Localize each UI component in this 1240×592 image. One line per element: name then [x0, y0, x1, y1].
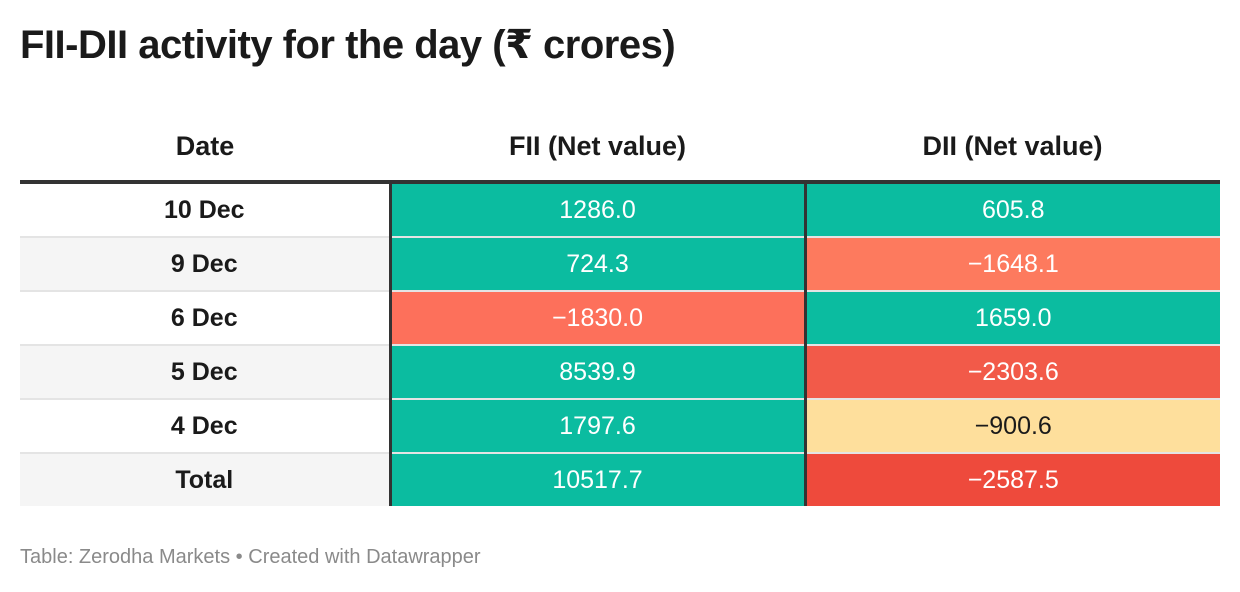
page-title: FII-DII activity for the day (₹ crores) [20, 23, 676, 67]
table-row: 10 Dec 1286.0 605.8 [20, 182, 1220, 238]
fii-value-cell: 724.3 [390, 237, 807, 292]
footer-separator: • [235, 546, 243, 568]
fii-value-cell: 8539.9 [390, 345, 807, 400]
fii-value-cell: 10517.7 [390, 453, 807, 506]
dii-value-cell: 1659.0 [805, 291, 1220, 346]
credit-label: Created with Datawrapper [248, 546, 481, 568]
column-header-date: Date [20, 112, 390, 184]
fii-dii-table: Date FII (Net value) DII (Net value) 10 … [20, 112, 1220, 506]
dii-value-cell: −1648.1 [805, 237, 1220, 292]
dii-value-cell: 605.8 [805, 182, 1220, 238]
column-header-fii: FII (Net value) [390, 112, 805, 184]
source-label: Table: Zerodha Markets [20, 546, 231, 568]
dii-value-cell: −900.6 [805, 399, 1220, 454]
date-cell: 4 Dec [20, 399, 392, 454]
dii-value-cell: −2303.6 [805, 345, 1220, 400]
footer: Table: Zerodha Markets • Created with Da… [20, 546, 481, 569]
fii-value-cell: 1797.6 [390, 399, 807, 454]
column-header-dii: DII (Net value) [805, 112, 1220, 184]
date-cell: 5 Dec [20, 345, 392, 400]
fii-value-cell: 1286.0 [390, 182, 807, 238]
date-cell: 10 Dec [20, 182, 392, 238]
table-header: Date FII (Net value) DII (Net value) [20, 112, 1220, 184]
date-cell: 9 Dec [20, 237, 392, 292]
header-row: Date FII (Net value) DII (Net value) [20, 112, 1220, 184]
table-body: 10 Dec 1286.0 605.8 9 Dec 724.3 −1648.1 6 Dec −… [20, 182, 1220, 506]
table-row: Total 10517.7 −2587.5 [20, 453, 1220, 506]
table-row: 6 Dec −1830.0 1659.0 [20, 291, 1220, 346]
date-cell: Total [20, 453, 392, 506]
date-cell: 6 Dec [20, 291, 392, 346]
table-row: 9 Dec 724.3 −1648.1 [20, 237, 1220, 292]
table-row: 5 Dec 8539.9 −2303.6 [20, 345, 1220, 400]
table-row: 4 Dec 1797.6 −900.6 [20, 399, 1220, 454]
dii-value-cell: −2587.5 [805, 453, 1220, 506]
fii-value-cell: −1830.0 [390, 291, 807, 346]
